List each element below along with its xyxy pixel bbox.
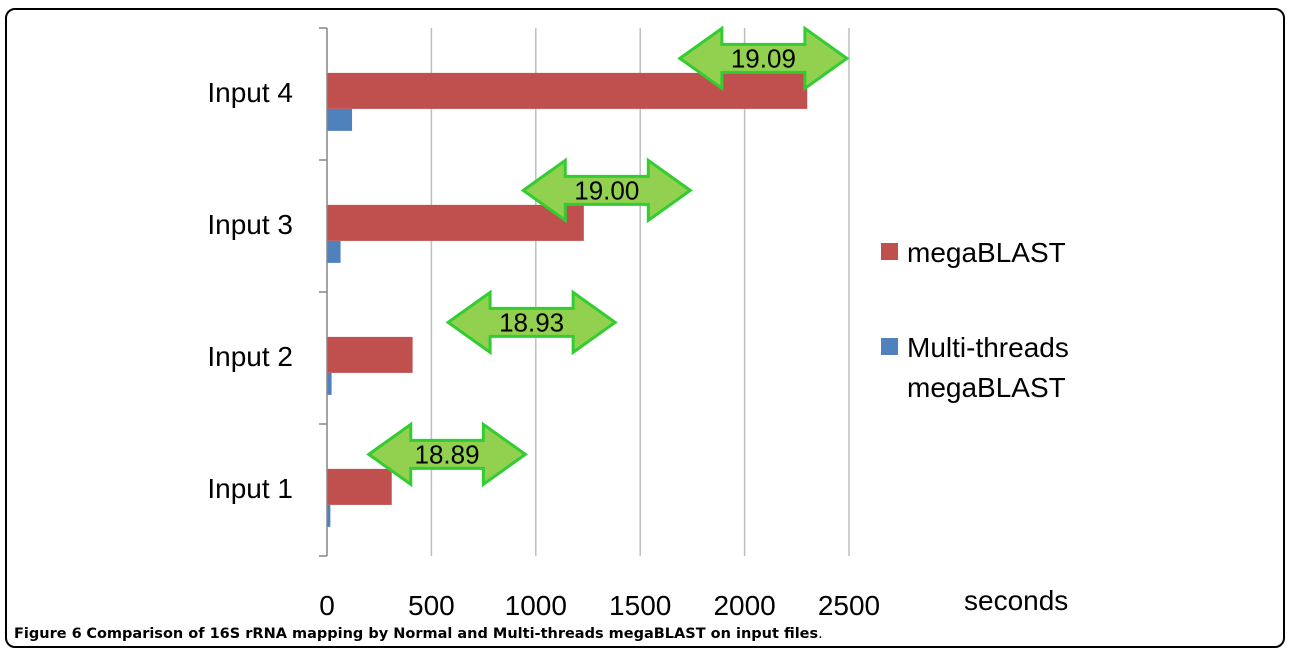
figure-caption: Figure 6 Comparison of 16S rRNA mapping … <box>14 626 823 642</box>
legend-label-multithreads: Multi-threads megaBLAST <box>907 332 1069 403</box>
x-tick-label: 0 <box>319 590 335 621</box>
double-arrow-annotation <box>445 289 618 356</box>
figure-frame <box>5 8 1285 648</box>
category-labels: Input 1 Input 2 Input 3 Input 4 <box>207 77 293 504</box>
double-arrow-annotation <box>677 25 850 92</box>
x-tick-label: 500 <box>408 590 455 621</box>
x-tick-label: 1000 <box>505 590 567 621</box>
double-arrow-annotation <box>520 157 693 224</box>
caption-end: . <box>818 626 823 642</box>
caption-text: Comparison of 16S rRNA mapping by Normal… <box>86 626 819 642</box>
bar-megablast <box>327 72 808 109</box>
legend-swatch-multithreads <box>881 338 898 355</box>
x-tick-label: 2000 <box>713 590 775 621</box>
caption-label: Figure 6 <box>14 626 82 642</box>
legend-swatch-megablast <box>881 243 898 260</box>
legend-label-megablast: megaBLAST <box>907 237 1066 268</box>
bar-multithreads <box>327 372 332 395</box>
x-tick-label: 2500 <box>818 590 880 621</box>
x-tick-labels: 0 500 1000 1500 2000 2500 <box>319 590 880 621</box>
category-label: Input 1 <box>207 473 293 504</box>
annotation-label: 18.89 <box>415 439 480 469</box>
y-axis <box>319 27 328 557</box>
x-axis-label: seconds <box>964 585 1068 616</box>
bar-megablast <box>327 336 413 373</box>
annotation-label: 18.93 <box>499 307 564 337</box>
annotation-label: 19.00 <box>574 175 639 205</box>
x-tick-label: 1500 <box>609 590 671 621</box>
bar-multithreads <box>327 240 341 263</box>
bar-chart: Input 1 Input 2 Input 3 Input 4 0 500 1000 150… <box>207 25 1069 621</box>
ratio-annotations: 18.89 18.93 19.00 19.09 <box>366 25 850 488</box>
legend: megaBLAST Multi-threads megaBLAST <box>881 237 1069 403</box>
double-arrow-annotation <box>366 421 528 488</box>
bar-megablast <box>327 468 392 505</box>
category-label: Input 2 <box>207 341 293 372</box>
bar-megablast <box>327 204 584 241</box>
category-label: Input 4 <box>207 77 293 108</box>
bars <box>327 72 808 527</box>
bar-multithreads <box>327 108 353 131</box>
category-label: Input 3 <box>207 209 293 240</box>
annotation-label: 19.09 <box>731 43 796 73</box>
bar-multithreads <box>327 504 331 527</box>
